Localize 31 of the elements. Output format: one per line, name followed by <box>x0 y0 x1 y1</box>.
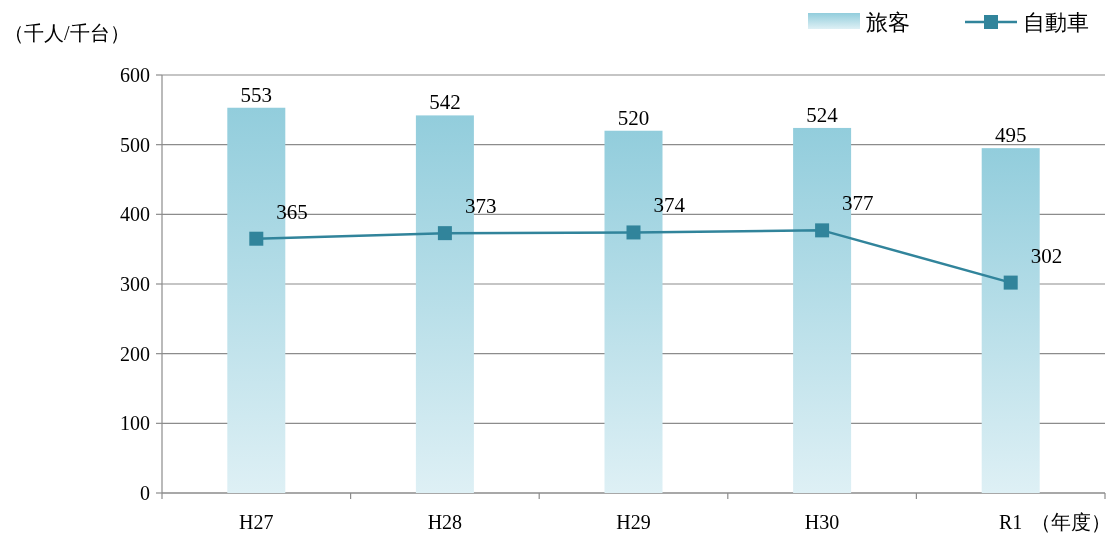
data-label: 524 <box>806 102 839 127</box>
x-tick-label: H30 <box>804 511 840 533</box>
x-tick-label: R1 <box>999 511 1023 533</box>
data-label: 374 <box>653 193 686 218</box>
data-label: 365 <box>276 199 308 224</box>
data-label: 520 <box>617 105 650 130</box>
legend-label: 自動車 <box>1023 10 1089 35</box>
y-tick-label: 600 <box>120 64 150 86</box>
point <box>249 231 264 246</box>
data-label: 377 <box>842 191 874 216</box>
legend-label: 旅客 <box>866 10 910 35</box>
data-label: 553 <box>240 82 273 107</box>
data-label: 542 <box>429 90 461 115</box>
x-tick-label: H28 <box>427 511 463 533</box>
data-label: 495 <box>994 123 1027 148</box>
x-tick-label: H27 <box>239 511 274 533</box>
y-tick-label: 400 <box>120 203 150 226</box>
data-label: 373 <box>464 194 497 219</box>
y-tick-label: 100 <box>120 412 150 435</box>
y-tick-label: 200 <box>120 342 150 365</box>
x-axis-title: （年度） <box>1031 511 1111 533</box>
y-tick-label: 500 <box>120 133 150 156</box>
point <box>1003 275 1018 290</box>
point <box>626 225 641 240</box>
y-axis-title: （千人/千台） <box>4 22 130 44</box>
point <box>815 223 830 238</box>
point <box>437 226 452 241</box>
y-tick-label: 0 <box>140 482 150 504</box>
x-tick-label: H29 <box>616 511 651 533</box>
y-tick-label: 300 <box>120 273 150 295</box>
data-label: 302 <box>1030 243 1063 268</box>
